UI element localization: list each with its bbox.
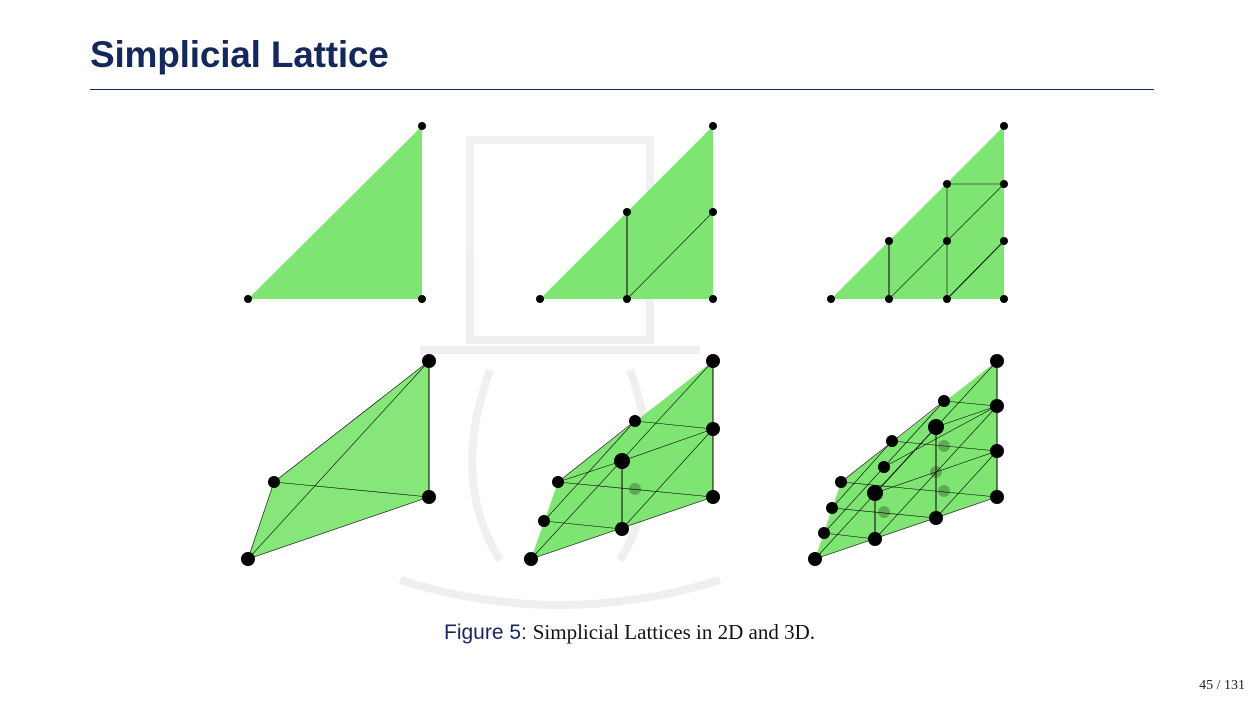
slide-title: Simplicial Lattice xyxy=(90,34,389,75)
figure-caption: Figure 5: Simplicial Lattices in 2D and … xyxy=(0,620,1259,645)
lattice-2d-res1 xyxy=(244,122,426,303)
lattice-2d-res2 xyxy=(536,122,717,303)
lattice-2d-res3 xyxy=(827,122,1008,303)
page-number: 45 / 131 xyxy=(1199,678,1245,693)
lattice-3d-res1 xyxy=(241,354,436,566)
lattice-3d-res3 xyxy=(808,354,1004,566)
watermark-seal xyxy=(398,136,722,609)
lattice-3d-res2 xyxy=(524,354,720,566)
title-rule xyxy=(90,89,1154,90)
caption-text: Simplicial Lattices in 2D and 3D. xyxy=(532,620,815,644)
caption-label: Figure 5: xyxy=(444,621,527,644)
